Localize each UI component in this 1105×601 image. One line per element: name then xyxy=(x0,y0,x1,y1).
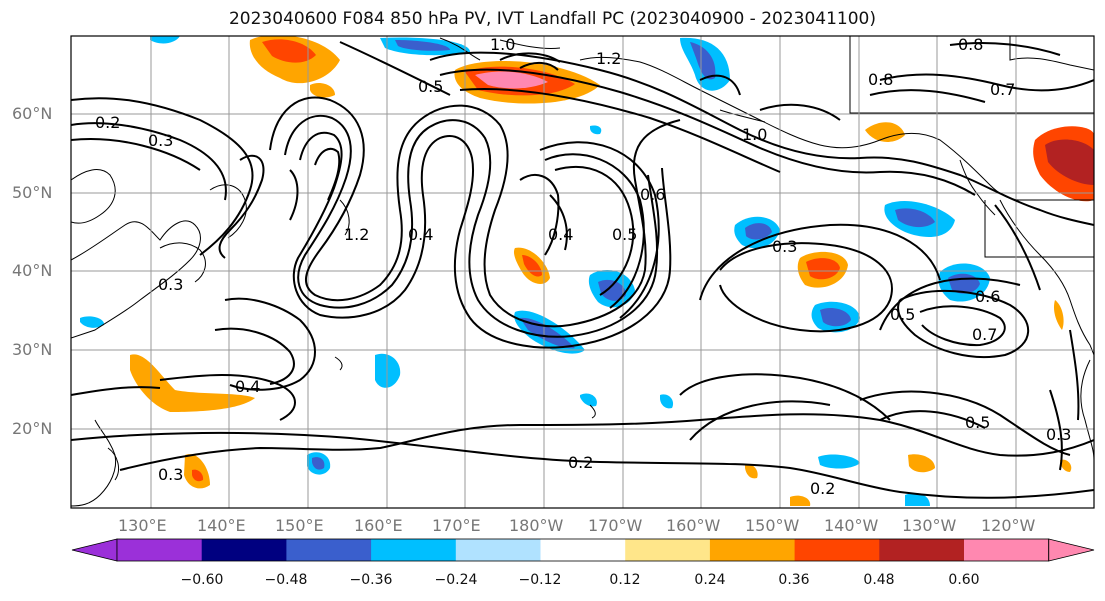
contour-label: 0.2 xyxy=(568,453,593,472)
coastlines xyxy=(71,36,1094,507)
contour-label: 0.4 xyxy=(408,225,433,244)
colorbar-swatch xyxy=(709,539,796,561)
colorbar-tick: −0.12 xyxy=(518,572,562,588)
colorbar-swatch xyxy=(964,539,1050,561)
contour-label: 0.7 xyxy=(972,325,997,344)
colorbar-swatch xyxy=(879,539,965,561)
contour-label: 0.5 xyxy=(890,305,915,324)
colorbar-extend-min xyxy=(71,538,118,562)
lat-label-30n: 30°N xyxy=(12,340,53,359)
pv-shading xyxy=(80,36,1094,506)
lon-label: 120°W xyxy=(981,516,1036,535)
contour-label: 0.5 xyxy=(418,77,443,96)
lon-label: 170°W xyxy=(588,516,643,535)
lon-label: 170°E xyxy=(432,516,481,535)
contour-label: 0.8 xyxy=(868,70,893,89)
contour-label: 0.3 xyxy=(158,465,183,484)
colorbar-tick: −0.48 xyxy=(264,572,308,588)
lon-label: 130°E xyxy=(118,516,167,535)
lat-label-60n: 60°N xyxy=(12,104,53,123)
lon-label: 180°W xyxy=(509,516,564,535)
contour-label: 1.2 xyxy=(596,49,621,68)
contour-label: 0.6 xyxy=(640,185,665,204)
lat-label-40n: 40°N xyxy=(12,261,53,280)
lon-label: 150°E xyxy=(275,516,324,535)
colorbar-swatch xyxy=(625,539,711,561)
colorbar-tick: −0.24 xyxy=(434,572,478,588)
lon-label: 160°E xyxy=(354,516,403,535)
contour-label: 0.2 xyxy=(810,479,835,498)
lon-label: 150°W xyxy=(745,516,800,535)
contour-label: 0.5 xyxy=(612,225,637,244)
contour-label: 0.7 xyxy=(990,80,1015,99)
lon-label: 130°W xyxy=(902,516,957,535)
map-title: 2023040600 F084 850 hPa PV, IVT Landfall… xyxy=(228,9,876,29)
contour-label: 0.5 xyxy=(965,413,990,432)
contour-label: 0.8 xyxy=(958,35,983,54)
contour-label: 0.3 xyxy=(158,275,183,294)
colorbar-swatch xyxy=(455,539,541,561)
colorbar-tick: 0.60 xyxy=(948,572,980,588)
colorbar-swatch xyxy=(201,539,287,561)
colorbar-tick: −0.60 xyxy=(180,572,224,588)
contour-label: 1.0 xyxy=(490,35,515,54)
contour-label: 0.4 xyxy=(235,377,260,396)
contour-label: 1.0 xyxy=(742,125,767,144)
colorbar-swatch xyxy=(286,539,372,561)
contour-label: 1.2 xyxy=(344,225,369,244)
colorbar-tick: 0.12 xyxy=(609,572,641,588)
colorbar-tick: −0.36 xyxy=(349,572,393,588)
colorbar-swatch xyxy=(371,539,457,561)
colorbar-tick: 0.48 xyxy=(863,572,895,588)
colorbar-swatch xyxy=(540,539,626,561)
colorbar xyxy=(71,538,1095,562)
lon-label: 140°W xyxy=(824,516,879,535)
colorbar-tick: 0.24 xyxy=(694,572,726,588)
contour-label: 0.4 xyxy=(548,225,573,244)
colorbar-frame xyxy=(116,538,1050,562)
colorbar-extend-max xyxy=(1048,538,1095,562)
colorbar-swatch xyxy=(794,539,880,561)
contour-label: 0.3 xyxy=(1046,425,1071,444)
lat-label-50n: 50°N xyxy=(12,183,53,202)
contour-label: 0.3 xyxy=(148,131,173,150)
lat-label-20n: 20°N xyxy=(12,419,53,438)
contour-label: 0.6 xyxy=(975,287,1000,306)
contour-label: 0.3 xyxy=(772,237,797,256)
colorbar-tick: 0.36 xyxy=(778,572,810,588)
contour-labels: 0.2 0.2 0.3 0.3 0.3 0.5 0.5 0.7 0.6 0.8 … xyxy=(95,35,1071,498)
lon-label: 160°W xyxy=(666,516,721,535)
lon-label: 140°E xyxy=(197,516,246,535)
contour-label: 0.2 xyxy=(95,113,120,132)
ivt-contours xyxy=(71,41,1094,499)
map-frame xyxy=(70,35,1095,509)
colorbar-swatch xyxy=(117,539,203,561)
